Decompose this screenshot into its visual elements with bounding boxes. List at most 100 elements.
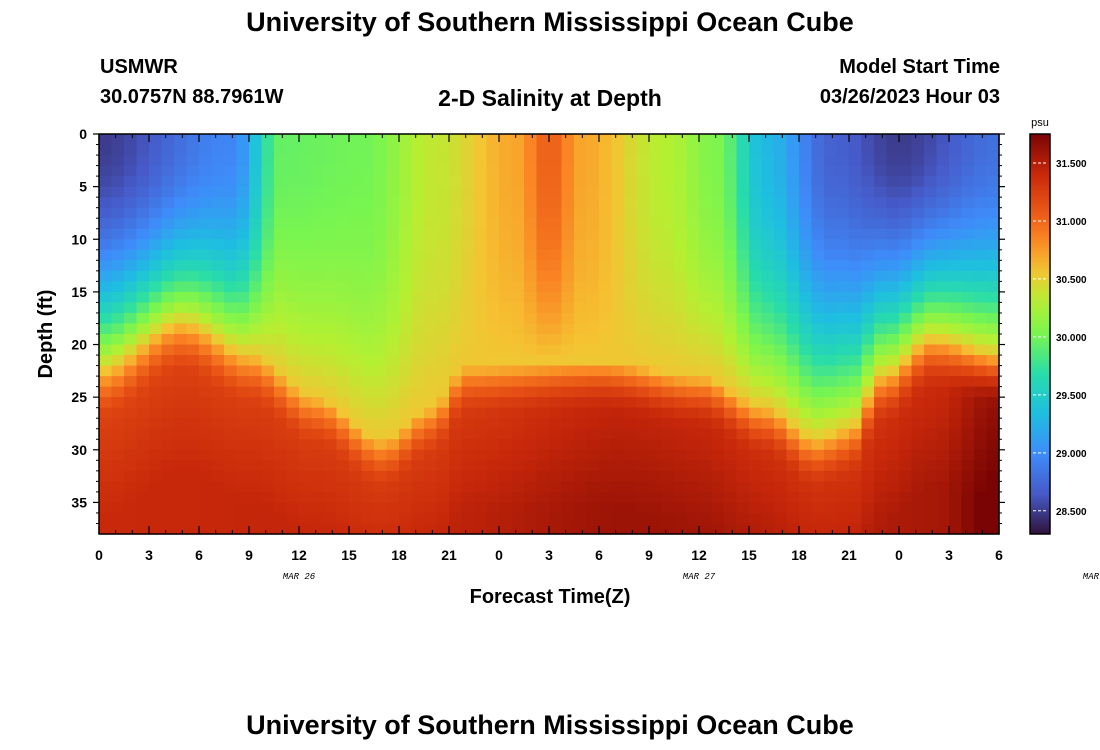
heatmap-cell xyxy=(824,470,838,482)
heatmap-cell xyxy=(399,144,413,156)
heatmap-cell xyxy=(411,239,425,251)
heatmap-cell xyxy=(549,281,563,293)
heatmap-cell xyxy=(249,344,263,356)
heatmap-cell xyxy=(449,218,463,230)
heatmap-cell xyxy=(674,197,688,209)
heatmap-cell xyxy=(586,207,600,219)
heatmap-cell xyxy=(486,460,500,472)
heatmap-cell xyxy=(449,449,463,461)
heatmap-cell xyxy=(386,428,400,440)
heatmap-cell xyxy=(511,155,525,167)
heatmap-cell xyxy=(549,460,563,472)
heatmap-cell xyxy=(986,176,1000,188)
heatmap-cell xyxy=(949,365,963,377)
heatmap-cell xyxy=(986,449,1000,461)
heatmap-cell xyxy=(986,218,1000,230)
heatmap-cell xyxy=(724,470,738,482)
heatmap-cell xyxy=(436,186,450,198)
heatmap-cell xyxy=(199,386,213,398)
heatmap-cell xyxy=(761,281,775,293)
heatmap-cell xyxy=(111,470,125,482)
heatmap-cell xyxy=(774,491,788,504)
heatmap-cell xyxy=(474,281,488,293)
heatmap-cell xyxy=(949,144,963,156)
heatmap-cell xyxy=(824,218,838,230)
heatmap-cell xyxy=(736,323,750,335)
heatmap-cell xyxy=(161,144,175,156)
heatmap-cell xyxy=(899,449,913,461)
heatmap-cell xyxy=(524,323,538,335)
heatmap-cell xyxy=(624,376,638,388)
heatmap-cell xyxy=(549,386,563,398)
heatmap-cell xyxy=(549,439,563,451)
heatmap-cell xyxy=(249,302,263,314)
heatmap-cell xyxy=(324,302,338,314)
heatmap-cell xyxy=(274,312,288,325)
heatmap-cell xyxy=(524,186,538,198)
heatmap-cell xyxy=(286,481,300,493)
colorbar-unit: psu xyxy=(1031,117,1049,129)
heatmap-cell xyxy=(936,312,950,325)
heatmap-cell xyxy=(274,502,288,514)
heatmap-cell xyxy=(786,428,800,440)
heatmap-cell xyxy=(336,197,350,209)
heatmap-cell xyxy=(661,260,675,272)
heatmap-cell xyxy=(924,197,938,209)
heatmap-cell xyxy=(874,470,888,482)
heatmap-cell xyxy=(124,439,138,451)
heatmap-cell xyxy=(899,512,913,525)
heatmap-cell xyxy=(236,334,250,346)
heatmap-cell xyxy=(136,260,150,272)
heatmap-cell xyxy=(111,376,125,388)
heatmap-cell xyxy=(236,481,250,493)
heatmap-cell xyxy=(386,470,400,482)
heatmap-cell xyxy=(761,470,775,482)
heatmap-cell xyxy=(961,397,975,409)
heatmap-cell xyxy=(224,134,238,146)
heatmap-cell xyxy=(386,491,400,504)
heatmap-cell xyxy=(774,165,788,177)
heatmap-cell xyxy=(574,165,588,177)
colorbar-tick-label: 28.500 xyxy=(1056,507,1087,518)
heatmap-cell xyxy=(974,470,988,482)
heatmap-cell xyxy=(636,134,650,146)
heatmap-cell xyxy=(111,197,125,209)
heatmap-cell xyxy=(874,260,888,272)
heatmap-cell xyxy=(274,491,288,504)
heatmap-cell xyxy=(836,481,850,493)
heatmap-cell xyxy=(724,491,738,504)
heatmap-cell xyxy=(749,281,763,293)
heatmap-cell xyxy=(374,249,388,261)
heatmap-cell xyxy=(524,439,538,451)
heatmap-cell xyxy=(711,439,725,451)
heatmap-cell xyxy=(211,260,225,272)
heatmap-cell xyxy=(324,176,338,188)
heatmap-cell xyxy=(536,176,550,188)
heatmap-cell xyxy=(611,470,625,482)
heatmap-cell xyxy=(661,207,675,219)
heatmap-cell xyxy=(586,439,600,451)
heatmap-cell xyxy=(424,470,438,482)
heatmap-cell xyxy=(536,291,550,304)
heatmap-cell xyxy=(736,376,750,388)
heatmap-cell xyxy=(286,165,300,177)
heatmap-cell xyxy=(374,386,388,398)
heatmap-cell xyxy=(374,186,388,198)
heatmap-cell xyxy=(624,176,638,188)
x-tick-label: 15 xyxy=(341,547,357,563)
heatmap-cell xyxy=(424,512,438,525)
heatmap-cell xyxy=(974,249,988,261)
heatmap-cell xyxy=(986,165,1000,177)
colorbar-tick-label: 29.500 xyxy=(1056,391,1087,402)
heatmap-cell xyxy=(311,460,325,472)
heatmap-cell xyxy=(661,218,675,230)
heatmap-cell xyxy=(124,397,138,409)
heatmap-cell xyxy=(899,502,913,514)
heatmap-cell xyxy=(686,512,700,525)
heatmap-cell xyxy=(686,207,700,219)
heatmap-cell xyxy=(99,334,113,346)
heatmap-cell xyxy=(199,302,213,314)
heatmap-cell xyxy=(711,397,725,409)
heatmap-cell xyxy=(574,355,588,367)
heatmap-cell xyxy=(761,355,775,367)
